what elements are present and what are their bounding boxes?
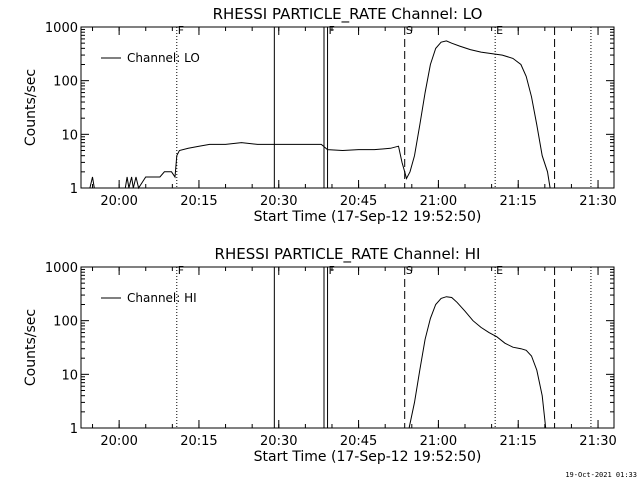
x-tick-label: 21:15 bbox=[499, 434, 536, 449]
event-marker-label: F bbox=[178, 24, 184, 37]
y-tick-label: 1000 bbox=[45, 21, 78, 36]
event-marker-label: F bbox=[329, 24, 335, 37]
y-axis-label: Counts/sec bbox=[23, 309, 39, 386]
legend-label: Channel: HI bbox=[127, 291, 197, 305]
y-axis-label: Counts/sec bbox=[23, 69, 39, 146]
y-tick-label: 1000 bbox=[45, 261, 78, 276]
plot-frame bbox=[80, 266, 615, 429]
x-tick-label: 20:00 bbox=[100, 194, 137, 209]
event-marker-label: E bbox=[496, 264, 503, 277]
legend-label: Channel: LO bbox=[127, 51, 200, 65]
series-line-1 bbox=[408, 296, 547, 429]
x-axis-label: Start Time (17-Sep-12 19:52:50) bbox=[254, 449, 482, 465]
event-marker-label: S bbox=[406, 264, 413, 277]
event-marker-label: F bbox=[178, 264, 184, 277]
chart-title: RHESSI PARTICLE_RATE Channel: HI bbox=[215, 245, 481, 264]
x-tick-label: 20:15 bbox=[180, 194, 217, 209]
series-line-1 bbox=[89, 40, 551, 190]
plot-frame bbox=[80, 26, 615, 189]
x-tick-label: 21:15 bbox=[499, 194, 536, 209]
chart-title: RHESSI PARTICLE_RATE Channel: LO bbox=[213, 5, 483, 24]
x-tick-label: 20:15 bbox=[180, 434, 217, 449]
x-tick-label: 20:30 bbox=[260, 434, 297, 449]
x-tick-label: 21:30 bbox=[579, 194, 616, 209]
y-tick-label: 100 bbox=[53, 75, 78, 90]
event-marker-label: E bbox=[496, 24, 503, 37]
x-tick-label: 21:30 bbox=[579, 434, 616, 449]
y-tick-label: 1 bbox=[70, 422, 78, 437]
event-marker-label: F bbox=[329, 264, 335, 277]
timestamp-footer: 19-Oct-2021 01:33 bbox=[565, 471, 637, 479]
event-marker-label: S bbox=[406, 24, 413, 37]
x-tick-label: 21:00 bbox=[420, 434, 457, 449]
y-tick-label: 1 bbox=[70, 182, 78, 197]
x-tick-label: 20:00 bbox=[100, 434, 137, 449]
y-tick-label: 10 bbox=[61, 368, 78, 383]
x-tick-label: 20:45 bbox=[340, 434, 377, 449]
x-tick-label: 20:30 bbox=[260, 194, 297, 209]
y-tick-label: 10 bbox=[61, 128, 78, 143]
x-axis-label: Start Time (17-Sep-12 19:52:50) bbox=[254, 209, 482, 225]
x-tick-label: 20:45 bbox=[340, 194, 377, 209]
chart-panel-2: RHESSI PARTICLE_RATE Channel: HI 1 10 100 10… bbox=[23, 245, 617, 465]
chart-panel-1: RHESSI PARTICLE_RATE Channel: LO 1 10 100 10… bbox=[23, 5, 617, 225]
y-tick-label: 100 bbox=[53, 315, 78, 330]
x-tick-label: 21:00 bbox=[420, 194, 457, 209]
